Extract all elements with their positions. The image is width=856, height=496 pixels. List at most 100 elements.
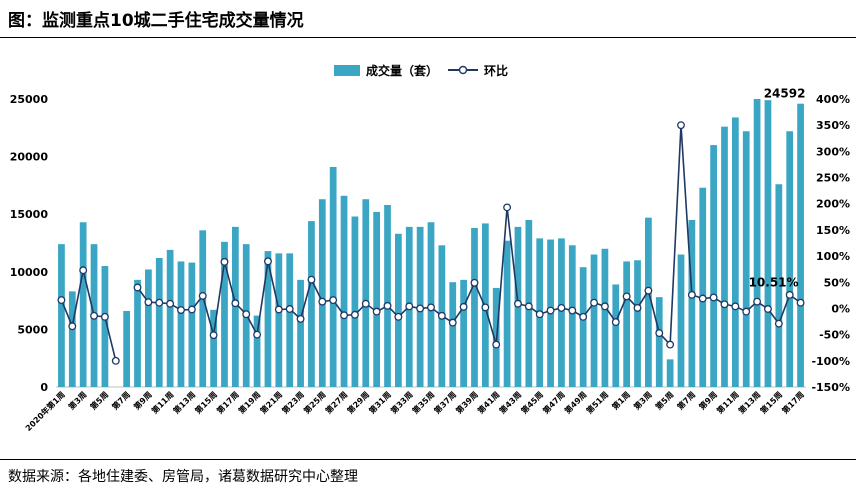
mom-point: [307, 275, 316, 284]
bar: [145, 269, 152, 387]
mom-point: [796, 298, 805, 307]
mom-point: [622, 292, 631, 301]
y-right-tick-label: 0%: [831, 302, 850, 315]
x-tick-label: 第3周: [631, 389, 653, 411]
mom-point: [242, 310, 251, 319]
bar: [68, 291, 76, 387]
mom-point: [329, 296, 338, 305]
mom-point: [677, 121, 685, 130]
mom-line: [60, 270, 117, 362]
bar: [101, 266, 109, 387]
bar: [655, 297, 663, 387]
y-left-tick-label: 15000: [10, 208, 49, 221]
legend-swatch-mom-marker: [458, 65, 468, 75]
mom-point: [459, 302, 468, 311]
chart: 0 5000 10000 15000 20000 25000 -150% -100% -50% 0…: [10, 63, 850, 433]
bar: [253, 315, 261, 387]
top-divider: [0, 37, 856, 38]
mom-point: [383, 301, 392, 310]
mom-point: [427, 303, 435, 312]
x-tick-label: 第13周: [736, 389, 762, 415]
mom-point: [79, 266, 88, 275]
bar: [155, 257, 163, 387]
mom-point: [753, 297, 762, 306]
y-right-tick-label: 300%: [816, 145, 850, 158]
bar: [384, 204, 391, 387]
legend-label-mom: 环比: [484, 63, 508, 78]
bar: [188, 262, 196, 387]
x-tick-label: 第17周: [780, 389, 806, 415]
x-tick-label: 第33周: [388, 389, 414, 415]
x-tick-label: 第7周: [110, 389, 132, 411]
mom-point: [350, 310, 359, 319]
x-tick-label: 第5周: [88, 389, 110, 411]
bottom-divider: [0, 459, 856, 460]
y-left-tick-label: 10000: [10, 266, 49, 279]
page-title: 图：监测重点10城二手住宅成交量情况: [8, 11, 304, 31]
mom-point: [514, 299, 522, 308]
bar: [590, 254, 598, 387]
bar: [568, 245, 576, 387]
legend-label-volume: 成交量（套）: [366, 63, 438, 78]
y-right-tick-label: 400%: [816, 93, 850, 106]
x-tick-label: 第15周: [758, 389, 784, 415]
mom-point: [274, 305, 283, 314]
bar: [166, 249, 174, 387]
bar: [623, 261, 631, 387]
bar: [558, 238, 565, 387]
bar: [297, 279, 304, 387]
mom-point: [416, 304, 425, 313]
x-tick-label: 第35周: [410, 389, 436, 415]
mom-point: [600, 302, 609, 311]
y-left-tick-label: 25000: [10, 93, 49, 106]
mom-point: [372, 307, 381, 316]
y-right-tick-label: 350%: [816, 119, 850, 132]
mom-point: [720, 300, 729, 309]
x-tick-label: 第19周: [236, 389, 262, 415]
y-right-tick-label: -150%: [811, 381, 850, 394]
bar: [177, 261, 185, 387]
mom-point: [535, 310, 544, 319]
x-tick-label: 第29周: [345, 389, 371, 415]
mom-point: [318, 297, 327, 306]
mom-point: [470, 278, 479, 287]
bar: [634, 260, 641, 387]
mom-point: [90, 311, 98, 320]
bar: [731, 117, 739, 388]
y-right-tick-label: 250%: [816, 172, 850, 185]
mom-point: [764, 305, 772, 313]
x-tick-label: 第27周: [323, 389, 349, 415]
mom-point: [285, 305, 294, 313]
y-right-tick-label: 50%: [824, 276, 850, 289]
mom-point: [253, 330, 262, 339]
mom-point: [785, 290, 794, 299]
mom-point: [611, 318, 620, 327]
y-left-tick-label: 0: [40, 381, 48, 394]
x-tick-label: 第21周: [258, 389, 284, 415]
data-label-last-mom: 10.51%: [749, 276, 799, 290]
line-layer: [57, 121, 805, 365]
mom-point: [709, 293, 718, 302]
bar: [199, 230, 207, 387]
bar: [308, 221, 315, 387]
x-tick-label: 第31周: [367, 389, 393, 415]
mom-point: [448, 318, 457, 327]
mom-point: [774, 319, 783, 328]
x-tick-label: 第1周: [610, 389, 632, 411]
mom-point: [57, 296, 66, 305]
bar: [460, 279, 467, 387]
bar: [395, 233, 402, 387]
mom-point: [264, 257, 272, 266]
mom-point: [644, 286, 653, 295]
mom-point: [177, 306, 185, 314]
y-right-tick-label: 100%: [816, 250, 850, 263]
y-right-tick-label: 150%: [816, 224, 850, 237]
mom-point: [209, 331, 218, 340]
bar: [786, 131, 794, 387]
mom-point: [590, 298, 598, 307]
x-tick-label: 第3周: [66, 389, 88, 411]
x-tick-label: 第25周: [301, 389, 327, 415]
bar: [503, 240, 511, 387]
mom-point: [68, 322, 77, 331]
bar: [579, 267, 587, 387]
